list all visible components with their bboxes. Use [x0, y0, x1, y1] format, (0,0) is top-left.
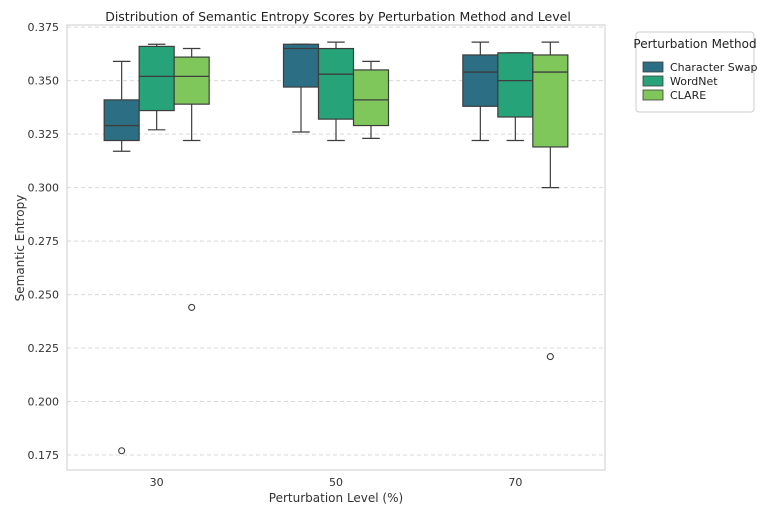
box-iqr — [497, 52, 534, 118]
outlier-point — [118, 447, 126, 455]
box-iqr — [103, 99, 140, 142]
chart-title: Distribution of Semantic Entropy Scores … — [105, 9, 571, 24]
y-tick-label: 0.250 — [28, 289, 60, 302]
y-tick-label: 0.325 — [28, 128, 60, 141]
y-tick-label: 0.175 — [28, 449, 60, 462]
y-tick-label: 0.200 — [28, 396, 60, 409]
box-iqr — [138, 45, 175, 112]
box-iqr — [532, 54, 569, 148]
x-tick-label: 50 — [329, 476, 343, 489]
legend-swatch — [642, 61, 664, 73]
box-character-swap — [103, 60, 140, 455]
box-clare — [173, 47, 210, 311]
box-iqr — [462, 54, 499, 107]
box-wordnet — [317, 41, 355, 142]
x-tick-label: 30 — [150, 476, 164, 489]
box-clare — [532, 41, 569, 361]
x-axis-label: Perturbation Level (%) — [269, 491, 403, 505]
legend-label: WordNet — [670, 75, 718, 88]
box-series — [103, 41, 569, 455]
legend-label: Character Swap — [670, 61, 758, 74]
box-iqr — [352, 69, 390, 127]
box-clare — [352, 60, 390, 139]
outlier-point — [188, 303, 196, 311]
legend-frame — [635, 31, 755, 113]
box-wordnet — [138, 43, 175, 131]
box-character-swap — [282, 43, 320, 133]
box-character-swap — [462, 41, 499, 142]
legend-title: Perturbation Method — [633, 37, 756, 51]
box-iqr — [173, 56, 210, 105]
box-iqr — [282, 43, 320, 88]
y-axis-label: Semantic Entropy — [13, 195, 27, 302]
x-tick-label: 70 — [508, 476, 522, 489]
outlier-point — [546, 353, 554, 361]
y-tick-label: 0.375 — [28, 21, 60, 34]
legend-label: CLARE — [670, 89, 706, 102]
y-tick-label: 0.300 — [28, 182, 60, 195]
legend: Perturbation Method Character SwapWordNe… — [633, 31, 758, 113]
x-axis-ticks: 30 50 70 — [150, 476, 523, 489]
box-wordnet — [497, 52, 534, 142]
y-axis-ticks: 0.175 0.200 0.225 0.250 0.275 0.300 0.325 0.350… — [28, 21, 60, 462]
legend-swatch — [642, 89, 664, 101]
y-tick-label: 0.225 — [28, 342, 60, 355]
box-iqr — [317, 47, 355, 120]
y-tick-label: 0.350 — [28, 75, 60, 88]
legend-swatch — [642, 75, 664, 87]
y-tick-label: 0.275 — [28, 235, 60, 248]
